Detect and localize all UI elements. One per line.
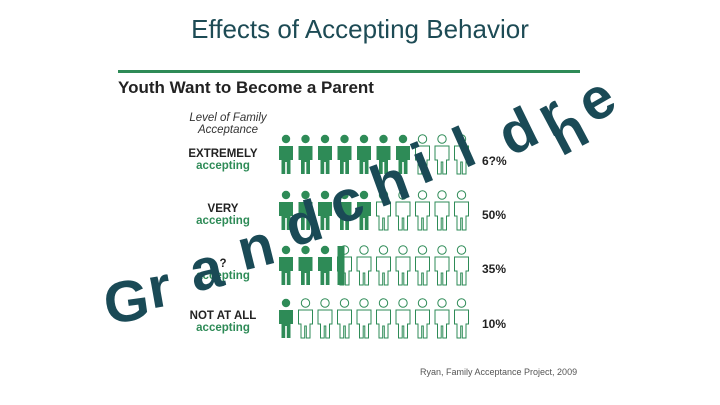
person-icon xyxy=(279,298,293,338)
person-icon xyxy=(376,298,391,339)
overlay-letter: r xyxy=(142,253,177,322)
person-icon xyxy=(395,245,411,286)
infographic-heading: Youth Want to Become a Parent xyxy=(118,78,374,97)
person-icon xyxy=(376,245,391,286)
person-icon xyxy=(415,245,430,286)
person-icon xyxy=(396,134,410,174)
person-icon xyxy=(298,190,313,230)
person-icon xyxy=(318,134,332,174)
person-icon xyxy=(434,298,450,339)
row-sub: accepting xyxy=(196,215,250,227)
person-icon xyxy=(318,190,332,230)
person-icon xyxy=(337,298,352,339)
person-icon xyxy=(376,134,391,174)
row-sub: accepting xyxy=(196,160,250,172)
person-icon xyxy=(298,298,313,339)
citation: Ryan, Family Acceptance Project, 2009 xyxy=(420,367,578,377)
person-icon xyxy=(415,298,430,339)
people-row-extremely xyxy=(279,134,469,175)
person-icon xyxy=(395,190,411,231)
overlay-letter: r xyxy=(526,81,577,150)
person-icon xyxy=(434,134,450,175)
level-label: Level of Family Acceptance xyxy=(189,112,267,136)
person-icon xyxy=(337,190,352,230)
person-icon xyxy=(356,245,372,286)
person-icon xyxy=(298,134,313,174)
row-main: NOT AT ALL xyxy=(189,310,257,322)
row-label-extremely: EXTREMELY accepting xyxy=(178,148,268,172)
row-sub: accepting xyxy=(196,322,250,334)
percent-extremely: 6?% xyxy=(482,154,507,168)
overlay-letter: G xyxy=(99,266,154,337)
person-icon xyxy=(356,298,372,339)
percent-very: 50% xyxy=(482,208,507,222)
person-icon xyxy=(337,245,352,286)
people-row-not-at-all xyxy=(279,298,469,339)
person-icon xyxy=(395,298,411,339)
person-icon xyxy=(454,298,469,339)
person-icon xyxy=(454,245,469,286)
person-icon xyxy=(454,190,469,231)
row-label-not-at-all: NOT AT ALL accepting xyxy=(178,310,268,334)
row-sub: accepting xyxy=(196,270,250,282)
slide-title: Effects of Accepting Behavior xyxy=(191,14,529,44)
person-icon xyxy=(434,190,450,231)
person-icon xyxy=(454,134,469,175)
person-icon xyxy=(337,134,352,174)
person-icon xyxy=(317,298,333,339)
row-main: ? xyxy=(219,258,227,270)
person-icon xyxy=(357,190,371,230)
overlay-letter: e xyxy=(565,63,627,136)
person-icon xyxy=(415,134,430,175)
row-label-very: VERY accepting xyxy=(178,203,268,227)
row-main: EXTREMELY xyxy=(188,148,258,160)
person-icon xyxy=(415,190,430,231)
person-icon xyxy=(279,134,293,174)
heading-rule xyxy=(118,70,580,73)
people-row-somewhat xyxy=(279,245,469,286)
person-icon xyxy=(376,190,391,231)
person-icon xyxy=(298,245,313,285)
person-icon xyxy=(279,190,293,230)
person-icon xyxy=(279,245,293,285)
row-label-somewhat: ? accepting xyxy=(178,258,268,282)
person-icon xyxy=(357,134,371,174)
percent-somewhat: 35% xyxy=(482,262,507,276)
percent-not-at-all: 10% xyxy=(482,317,507,331)
overlay-letter: n xyxy=(536,94,599,169)
people-row-very xyxy=(279,190,469,231)
row-main: VERY xyxy=(207,203,239,215)
person-icon xyxy=(318,245,332,285)
person-icon xyxy=(434,245,450,286)
